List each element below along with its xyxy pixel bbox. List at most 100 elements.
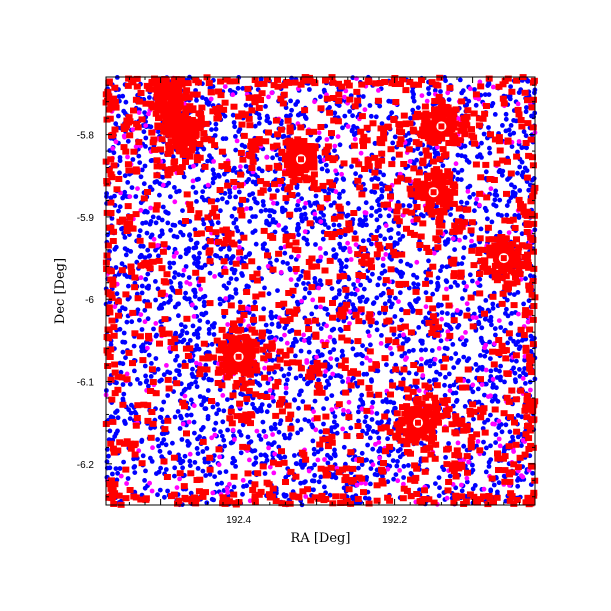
data-point-blue [282,454,288,460]
data-point-magenta [479,382,485,387]
data-point-blue [156,469,162,475]
data-point-blue [126,407,132,413]
data-point-red [139,357,147,364]
data-point-magenta [267,388,273,393]
data-point-blue [524,168,530,174]
data-point-red [318,389,326,396]
data-point-red [354,423,362,429]
data-point-blue [528,333,534,339]
data-point-blue [392,240,398,246]
data-point-blue [192,227,198,233]
data-point-magenta [431,250,437,256]
data-point-red [216,187,224,193]
data-point-magenta [301,338,307,343]
data-point-blue [446,441,451,446]
data-point-blue [184,330,190,336]
data-point-blue [368,342,373,348]
data-point-blue [125,247,130,253]
data-point-blue [197,394,203,399]
data-point-red [259,346,267,353]
data-point-red [422,280,430,287]
data-point-red [303,270,311,277]
data-point-red [274,83,282,90]
data-point-blue [243,102,249,108]
data-point-blue [266,291,272,297]
data-point-red [313,415,321,422]
data-point-blue [208,219,214,225]
data-point-red [163,271,171,278]
data-point-blue [188,237,194,243]
data-point-red [336,311,344,318]
data-point-blue [494,385,499,391]
data-point-blue [267,335,272,341]
data-point-red [192,269,200,276]
data-point-red [171,335,179,342]
data-point-red [280,300,288,307]
data-point-red [510,461,518,468]
data-point-red [240,312,248,318]
data-point-blue [131,465,137,470]
data-point-magenta [110,146,116,151]
data-point-red [503,280,511,287]
data-point-red [362,253,370,260]
data-point-red [334,118,342,125]
data-point-blue [288,112,293,118]
data-point-blue [142,478,148,483]
data-point-blue [219,433,225,439]
data-point-blue [331,296,337,301]
data-point-red [106,481,114,488]
data-point-blue [283,390,289,396]
data-point-red [476,447,484,454]
data-point-red [319,182,327,189]
data-point-blue [187,338,193,343]
data-point-blue [361,319,367,325]
data-point-blue [416,296,421,302]
data-point-red [124,203,132,210]
data-point-magenta [364,355,369,361]
data-point-blue [141,181,147,187]
data-point-red [284,402,292,409]
data-point-red [523,229,531,235]
data-point-blue [211,171,217,177]
data-point-red [160,241,168,248]
data-point-red [351,103,359,110]
data-point-blue [336,222,342,228]
data-point-blue [188,397,194,403]
data-point-blue [492,197,498,203]
data-point-blue [482,392,487,398]
data-point-magenta [150,445,155,451]
data-point-red [230,103,238,110]
data-point-red [248,326,256,333]
data-point-blue [467,272,473,278]
data-point-blue [215,402,220,407]
data-point-blue [379,333,384,338]
data-point-red [134,295,142,302]
data-point-red [194,214,202,221]
data-point-red [291,310,299,317]
data-point-blue [233,194,239,200]
data-point-blue [261,428,267,434]
data-point-blue [191,287,197,293]
data-point-blue [161,399,167,405]
data-point-magenta [303,200,309,206]
data-point-blue [493,440,498,445]
data-point-red [285,415,293,422]
data-point-red [314,365,321,372]
data-point-blue [391,331,397,337]
data-point-blue [322,306,328,312]
data-point-blue [307,290,312,296]
data-point-magenta [459,482,464,488]
data-point-blue [379,121,385,126]
data-point-blue [192,430,197,436]
data-point-blue [341,411,346,417]
data-point-red [413,465,421,472]
data-point-blue [299,214,304,220]
data-point-blue [399,274,404,279]
data-point-blue [482,92,488,97]
data-point-blue [430,291,436,297]
data-point-magenta [463,330,468,335]
data-point-red [355,318,363,325]
data-point-blue [258,452,264,458]
data-point-magenta [149,488,155,494]
data-point-blue [477,276,483,282]
